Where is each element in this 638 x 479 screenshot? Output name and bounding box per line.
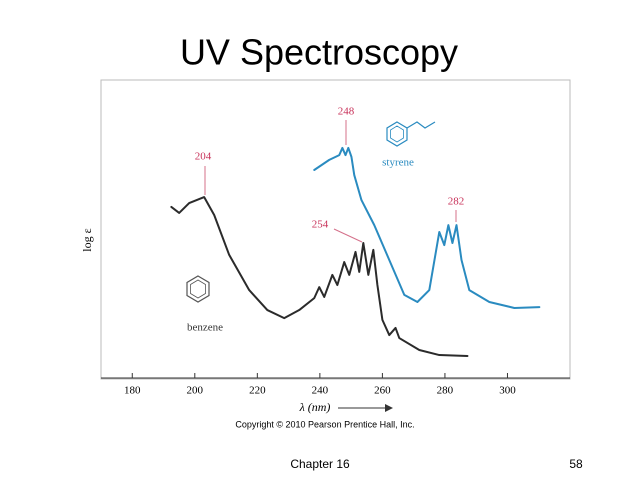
benzene-structure — [186, 275, 210, 303]
footer-chapter: Chapter 16 — [290, 457, 350, 471]
series-line — [170, 196, 469, 357]
annotation: 248 — [338, 106, 355, 118]
x-tick-label: 240 — [312, 385, 329, 397]
annotation: 204 — [195, 151, 212, 163]
footer-page: 58 — [569, 457, 583, 471]
series-label: benzene — [187, 322, 223, 334]
annotation: 282 — [448, 196, 465, 208]
series-label: styrene — [382, 157, 414, 169]
x-tick-label: 180 — [124, 385, 141, 397]
x-axis-label: λ (nm) — [299, 400, 331, 414]
x-arrow — [338, 404, 393, 412]
x-tick-label: 220 — [249, 385, 266, 397]
x-tick-label: 260 — [374, 385, 391, 397]
x-tick-label: 200 — [187, 385, 204, 397]
copyright: Copyright © 2010 Pearson Prentice Hall, … — [235, 419, 414, 429]
series-line — [313, 146, 541, 309]
styrene-structure — [386, 121, 436, 147]
x-tick-label: 280 — [437, 385, 454, 397]
x-tick-label: 300 — [499, 385, 516, 397]
slide-title: UV Spectroscopy — [180, 32, 458, 73]
annotation: 254 — [312, 219, 329, 231]
y-axis-label: log ε — [80, 228, 94, 251]
leader-lines — [204, 120, 457, 243]
